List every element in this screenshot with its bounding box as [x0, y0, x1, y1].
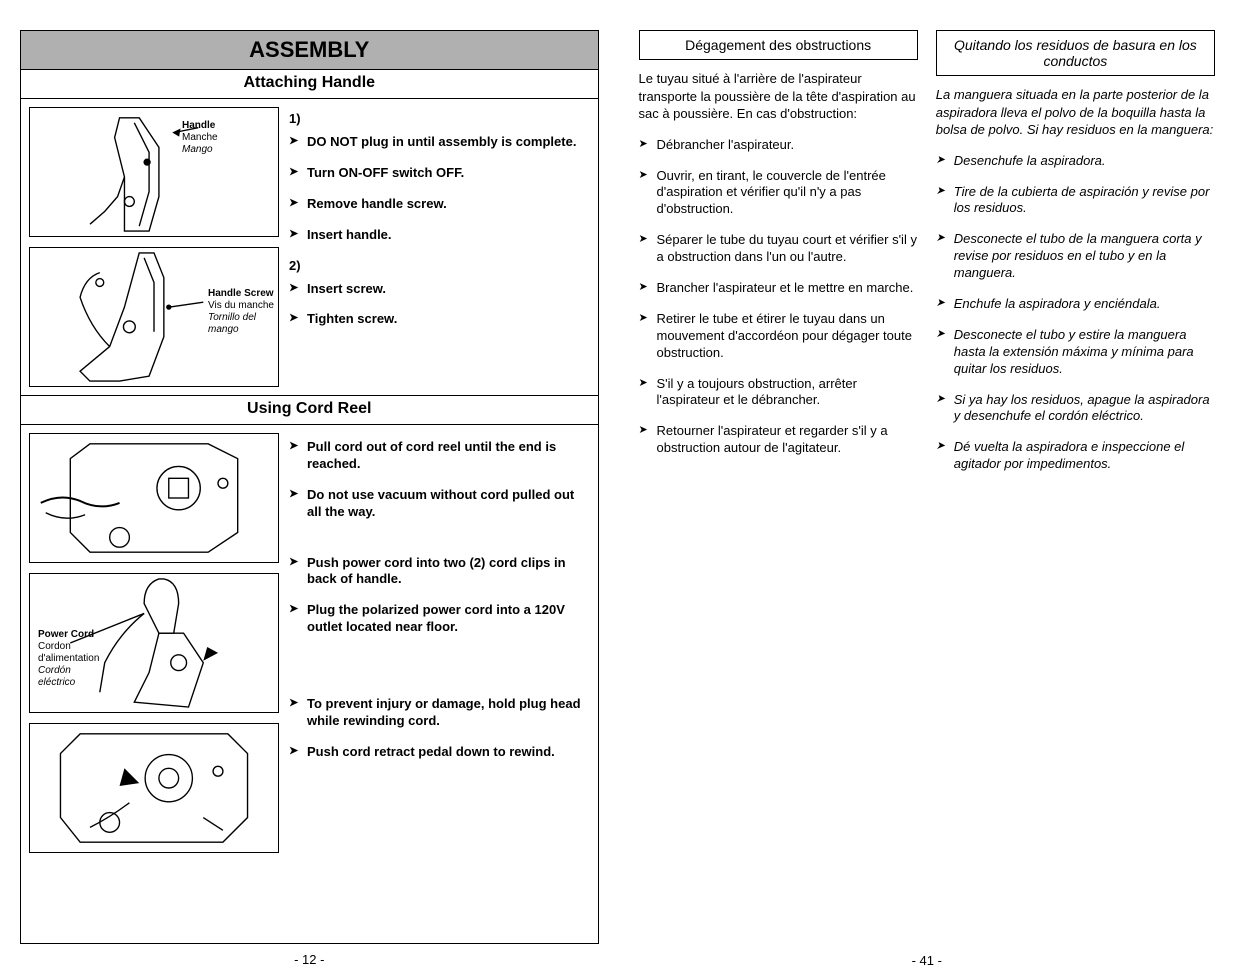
instruction: Pull cord out of cord reel until the end… — [289, 439, 584, 473]
handle-label-1: Handle Manche Mango — [182, 120, 218, 156]
cord-figure-1 — [29, 433, 279, 563]
french-column: Dégagement des obstructions Le tuyau sit… — [639, 30, 918, 487]
instruction: Push cord retract pedal down to rewind. — [289, 744, 584, 761]
page-number-right: - 41 - — [639, 953, 1216, 968]
assembly-banner: ASSEMBLY — [21, 31, 598, 70]
instruction: Insert screw. — [289, 281, 584, 298]
instruction: Plug the polarized power cord into a 120… — [289, 602, 584, 636]
list-item: Retourner l'aspirateur et regarder s'il … — [639, 423, 918, 457]
power-cord-label: Power Cord Cordon d'alimentation Cordón … — [38, 629, 108, 689]
page-container: ASSEMBLY Attaching Handle — [0, 0, 1235, 954]
cord-figure-2: Power Cord Cordon d'alimentation Cordón … — [29, 573, 279, 713]
handle-figure-2: Handle Screw Vis du manche Tornillo del … — [29, 247, 279, 387]
handle-instructions: 1) DO NOT plug in until assembly is comp… — [289, 107, 590, 387]
list-item: Débrancher l'aspirateur. — [639, 137, 918, 154]
instruction: Tighten screw. — [289, 311, 584, 328]
list-item: Tire de la cubierta de aspiración y revi… — [936, 184, 1215, 218]
list-item: S'il y a toujours obstruction, arrêter l… — [639, 376, 918, 410]
section-cord-reel-title: Using Cord Reel — [21, 395, 598, 425]
french-list: Débrancher l'aspirateur. Ouvrir, en tira… — [639, 137, 918, 457]
cord-instructions: Pull cord out of cord reel until the end… — [289, 433, 590, 935]
list-item: Dé vuelta la aspiradora e inspeccione el… — [936, 439, 1215, 473]
spanish-header: Quitando los residuos de basura en los c… — [936, 30, 1215, 76]
handle-figures: Handle Manche Mango — [29, 107, 279, 387]
cord-figure-3 — [29, 723, 279, 853]
spanish-column: Quitando los residuos de basura en los c… — [936, 30, 1215, 487]
instruction: Push power cord into two (2) cord clips … — [289, 555, 584, 589]
list-item: Retirer le tube et étirer le tuyau dans … — [639, 311, 918, 362]
cord-group3: To prevent injury or damage, hold plug h… — [289, 696, 584, 761]
instruction: Turn ON-OFF switch OFF. — [289, 165, 584, 182]
list-item: Ouvrir, en tirant, le couvercle de l'ent… — [639, 168, 918, 219]
instruction: Remove handle screw. — [289, 196, 584, 213]
french-header: Dégagement des obstructions — [639, 30, 918, 60]
section-attaching-handle-body: Handle Manche Mango — [21, 99, 598, 395]
list-item: Desenchufe la aspiradora. — [936, 153, 1215, 170]
section-cord-reel-body: Power Cord Cordon d'alimentation Cordón … — [21, 425, 598, 943]
french-intro: Le tuyau situé à l'arrière de l'aspirate… — [639, 70, 918, 123]
instruction: Do not use vacuum without cord pulled ou… — [289, 487, 584, 521]
instruction: DO NOT plug in until assembly is complet… — [289, 134, 584, 151]
section-attaching-handle-title: Attaching Handle — [21, 70, 598, 99]
instruction: Insert handle. — [289, 227, 584, 244]
list-item: Si ya hay los residuos, apague la aspira… — [936, 392, 1215, 426]
handle-step2-list: Insert screw. Tighten screw. — [289, 281, 584, 329]
list-item: Séparer le tube du tuyau court et vérifi… — [639, 232, 918, 266]
list-item: Enchufe la aspiradora y enciéndala. — [936, 296, 1215, 313]
spanish-intro: La manguera situada en la parte posterio… — [936, 86, 1215, 139]
step-2: 2) — [289, 258, 584, 273]
language-columns: Dégagement des obstructions Le tuyau sit… — [639, 30, 1216, 487]
list-item: Desconecte el tubo y estire la manguera … — [936, 327, 1215, 378]
step-1: 1) — [289, 111, 584, 126]
handle-screw-label: Handle Screw Vis du manche Tornillo del … — [208, 288, 278, 336]
cord-figures: Power Cord Cordon d'alimentation Cordón … — [29, 433, 279, 935]
right-page: Dégagement des obstructions Le tuyau sit… — [639, 30, 1216, 944]
cord-group2: Push power cord into two (2) cord clips … — [289, 555, 584, 637]
cord-group1: Pull cord out of cord reel until the end… — [289, 439, 584, 521]
handle-figure-1: Handle Manche Mango — [29, 107, 279, 237]
list-item: Brancher l'aspirateur et le mettre en ma… — [639, 280, 918, 297]
handle-step1-list: DO NOT plug in until assembly is complet… — [289, 134, 584, 244]
list-item: Desconecte el tubo de la manguera corta … — [936, 231, 1215, 282]
page-number-left: - 12 - — [21, 952, 598, 967]
instruction: To prevent injury or damage, hold plug h… — [289, 696, 584, 730]
spanish-list: Desenchufe la aspiradora. Tire de la cub… — [936, 153, 1215, 473]
left-page: ASSEMBLY Attaching Handle — [20, 30, 599, 944]
